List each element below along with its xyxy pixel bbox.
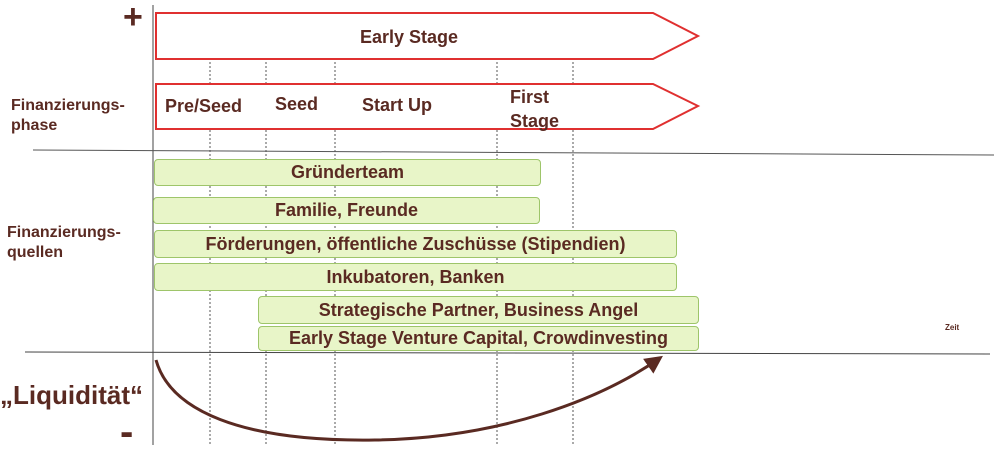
source-bar-grants: Förderungen, öffentliche Zuschüsse (Stip… <box>154 230 677 258</box>
financing-phase-label-line2: phase <box>11 117 58 134</box>
phase-arrow <box>155 83 701 130</box>
source-bar-founders: Gründerteam <box>154 159 541 186</box>
liquidity-curve-arrow <box>154 355 663 442</box>
early-stage-arrow <box>155 12 701 60</box>
source-bar-venture-capital: Early Stage Venture Capital, Crowdinvest… <box>258 326 699 351</box>
time-axis <box>24 351 991 355</box>
source-bar-incubators-banks: Inkubatoren, Banken <box>154 263 677 291</box>
source-bar-strategic-partners: Strategische Partner, Business Angel <box>258 296 699 324</box>
liquidity-label: „Liquidität“ <box>0 380 143 410</box>
minus-symbol: - <box>120 410 134 454</box>
financing-phase-label: Finanzierungs- phase <box>11 96 125 136</box>
phase-label-seed: Seed <box>275 94 319 114</box>
row-separator <box>32 149 994 156</box>
source-bar-family-friends: Familie, Freunde <box>153 197 540 224</box>
phase-label-start-up: Start Up <box>362 95 433 115</box>
phase-label-pre-seed: Pre/Seed <box>165 96 243 116</box>
financing-sources-label-line2: quellen <box>7 244 64 261</box>
early-stage-label: Early Stage <box>360 27 459 47</box>
time-axis-label: Zeit <box>945 323 960 332</box>
financing-sources-label: Finanzierungs- quellen <box>7 223 121 263</box>
phase-label-stage: Stage <box>510 111 560 131</box>
financing-phase-label-line1: Finanzierungs- <box>11 97 125 114</box>
financing-sources-label-line1: Finanzierungs- <box>7 224 121 241</box>
phase-label-first: First <box>510 87 550 107</box>
plus-symbol: + <box>123 0 143 36</box>
